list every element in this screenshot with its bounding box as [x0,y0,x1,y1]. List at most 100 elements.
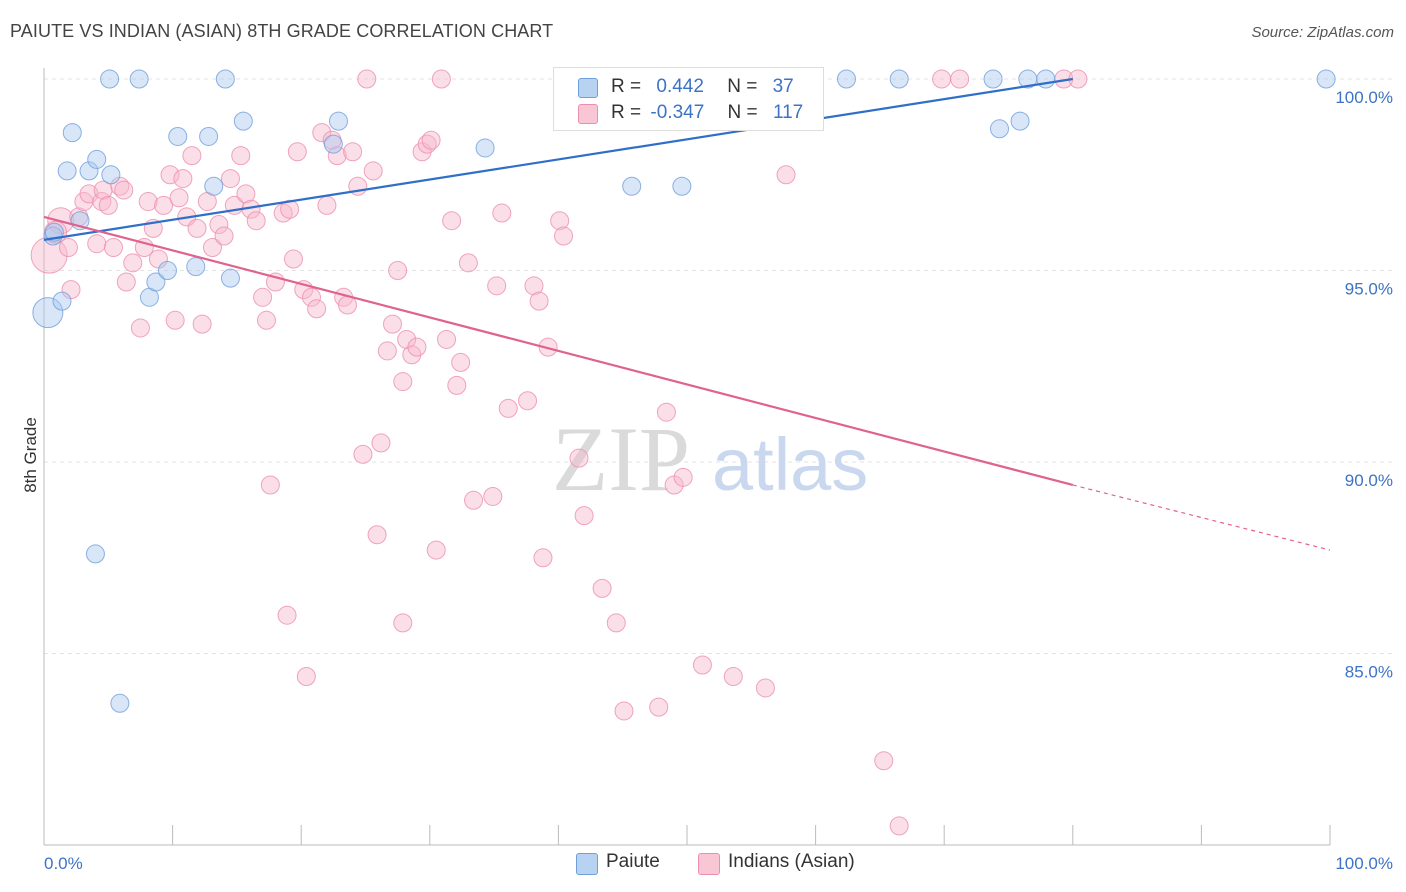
indian-point [160,165,180,185]
indian-point [437,329,457,349]
paiute-point [215,69,235,89]
indian-point [246,211,266,231]
paiute-point [146,272,166,292]
axes [43,68,1331,846]
indian-point [649,697,669,717]
indian-point [353,444,373,464]
indian-point [889,816,909,836]
r-value-paiute: 0.442 [656,76,704,97]
grid-lines [44,78,1392,654]
indian-point [529,291,549,311]
paiute-legend-label: Paiute [606,851,660,872]
paiute-point [836,69,856,89]
paiute-point [328,111,348,131]
correlation-legend: R = 0.442 N = 37 R = -0.347 N = 117 [553,67,824,131]
paiute-point [157,261,177,280]
indian-point [220,169,240,189]
indian-point [301,287,321,307]
trend-lines [43,77,1331,551]
paiute-point [1316,69,1336,89]
indian-point [524,276,544,296]
indian-point [388,261,408,280]
paiute-point [32,297,64,329]
indian-trend-line [43,215,1074,487]
indian-point [451,352,471,372]
indian-legend-label: Indians (Asian) [728,851,855,872]
paiute-point [87,149,107,169]
paiute-point [672,176,692,196]
paiute-point [199,126,219,146]
indian-point [114,180,134,200]
n-label: N = [727,76,758,97]
y-tick-label: 85.0% [1345,663,1393,682]
indian-points [30,69,1088,836]
indian-trend-extension [1072,484,1331,551]
indian-point [58,238,78,258]
indian-point [538,337,558,357]
indian-point [592,578,612,598]
indian-point [192,314,212,334]
paiute-point [233,111,253,131]
indian-point [130,318,150,338]
indian-point [231,146,251,166]
indian-point [202,238,222,258]
indian-point [776,165,796,185]
y-tick-label: 95.0% [1345,280,1393,299]
indian-point [138,192,158,212]
indian-point [209,215,229,235]
paiute-point [1010,111,1030,131]
indian-point [397,329,417,349]
paiute-point [186,257,206,277]
r-label: R = [611,102,642,123]
paiute-point [475,138,495,158]
indian-point [574,506,594,526]
indian-point [236,184,256,204]
n-value-paiute: 37 [772,76,794,97]
indian-point [431,69,451,89]
indian-point [214,226,234,246]
indian-point [123,253,143,273]
y-tick-label: 90.0% [1345,471,1393,490]
indian-point [393,372,413,392]
paiute-point [168,126,188,146]
indian-point [134,238,154,258]
indian-point [317,195,337,215]
indian-point [606,613,626,633]
paiute-point [52,291,72,311]
axis-labels: 85.0% 90.0% 95.0% 100.0% 0.0% 100.0% 8th Grade [21,88,1393,873]
indian-legend-swatch [698,853,720,875]
indian-point [277,605,297,625]
y-tick-label: 100.0% [1335,88,1393,107]
indian-point [950,69,970,89]
indian-point [614,701,634,721]
watermark: ZIP atlas [552,408,868,510]
r-label: R = [611,76,642,97]
paiute-point [57,161,77,181]
indian-point [464,490,484,510]
indian-point [673,467,693,487]
paiute-point [622,176,642,196]
indian-point [312,123,332,143]
indian-point [182,146,202,166]
chart-title: PAIUTE VS INDIAN (ASIAN) 8TH GRADE CORRE… [10,21,554,41]
indian-point [165,310,185,330]
indian-point [692,655,712,675]
indian-point [656,402,676,422]
indian-point [421,130,441,150]
indian-point [932,69,952,89]
y-axis-label: 8th Grade [21,417,40,493]
indian-point [377,341,397,361]
indian-point [874,751,894,771]
indian-point [383,314,403,334]
indian-point [357,69,377,89]
paiute-legend-swatch [576,853,598,875]
paiute-points [32,69,1336,713]
indian-point [426,540,446,560]
indian-point [407,337,427,357]
indian-point [307,299,327,319]
indian-point [116,272,136,292]
indian-point [169,188,189,208]
indian-point [256,310,276,330]
x-tick-label: 100.0% [1335,854,1393,873]
